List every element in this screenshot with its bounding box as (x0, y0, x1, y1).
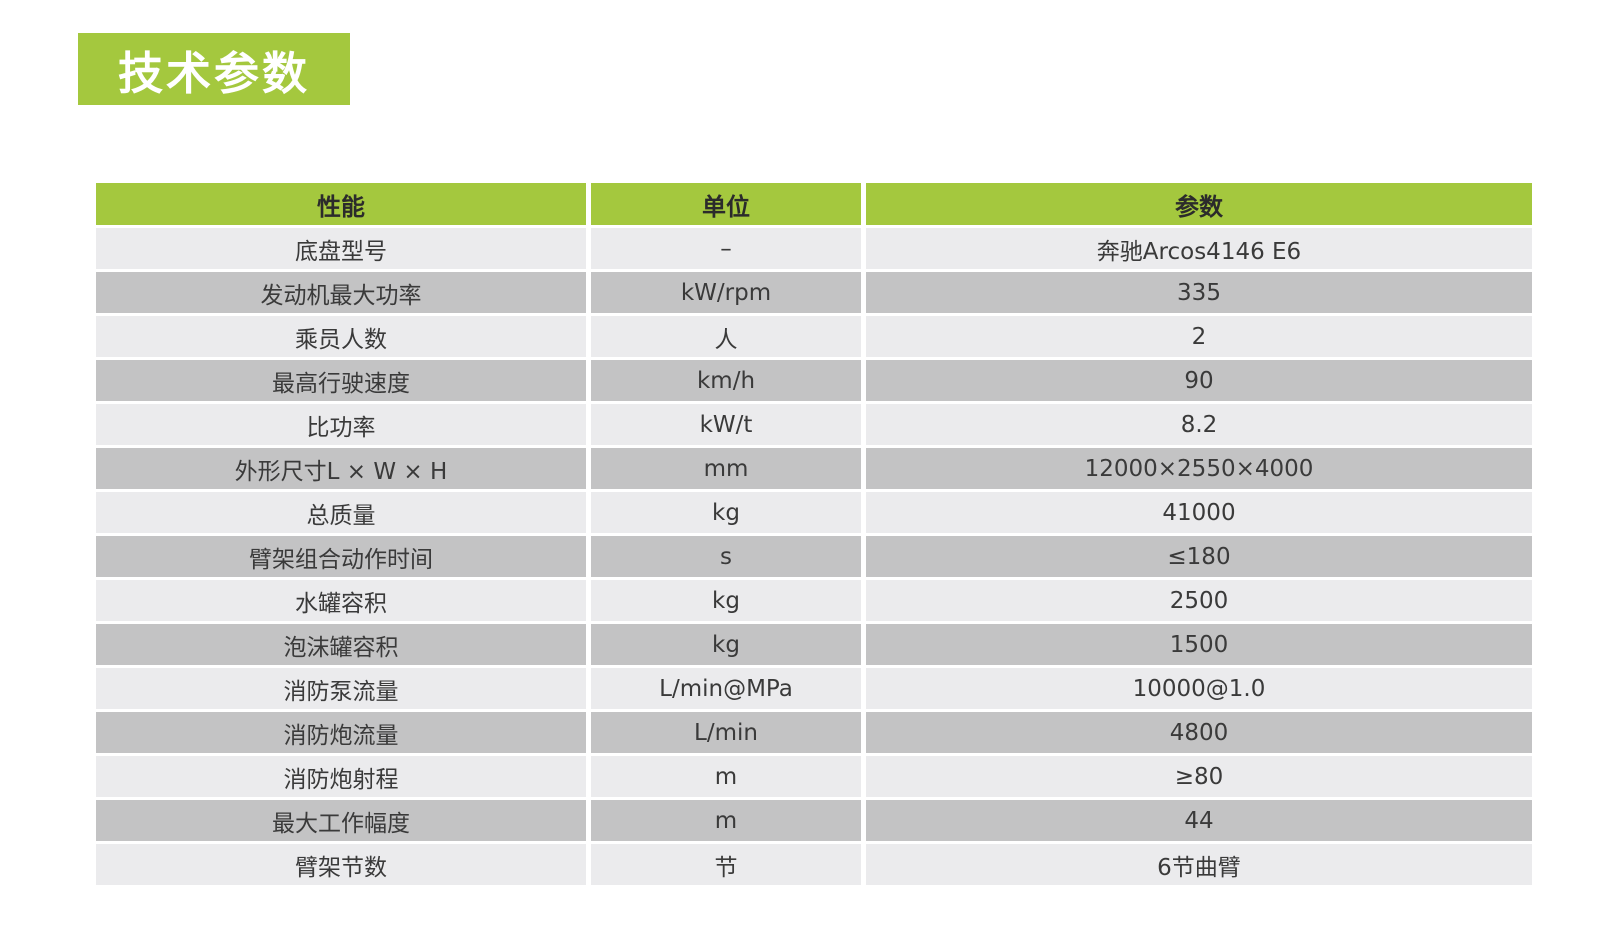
cell-performance: 总质量 (96, 492, 586, 533)
cell-parameter: 4800 (866, 712, 1532, 753)
cell-parameter: 8.2 (866, 404, 1532, 445)
cell-unit: kg (591, 624, 861, 665)
cell-parameter: 1500 (866, 624, 1532, 665)
cell-parameter: 41000 (866, 492, 1532, 533)
table-row: 消防炮流量 L/min 4800 (96, 712, 1532, 753)
table-header-row: 性能 单位 参数 (96, 183, 1532, 225)
cell-unit: s (591, 536, 861, 577)
cell-parameter: 2500 (866, 580, 1532, 621)
cell-unit: kW/t (591, 404, 861, 445)
cell-performance: 最高行驶速度 (96, 360, 586, 401)
table-row: 底盘型号 – 奔驰Arcos4146 E6 (96, 228, 1532, 269)
cell-unit: 节 (591, 844, 861, 885)
cell-parameter: 2 (866, 316, 1532, 357)
table-row: 臂架组合动作时间 s ≤180 (96, 536, 1532, 577)
table-row: 比功率 kW/t 8.2 (96, 404, 1532, 445)
cell-performance: 水罐容积 (96, 580, 586, 621)
cell-performance: 底盘型号 (96, 228, 586, 269)
cell-performance: 臂架组合动作时间 (96, 536, 586, 577)
cell-parameter: 44 (866, 800, 1532, 841)
cell-unit: L/min (591, 712, 861, 753)
cell-performance: 发动机最大功率 (96, 272, 586, 313)
page-title: 技术参数 (117, 46, 310, 100)
cell-parameter: 335 (866, 272, 1532, 313)
cell-performance: 最大工作幅度 (96, 800, 586, 841)
table-row: 最高行驶速度 km/h 90 (96, 360, 1532, 401)
cell-parameter: 90 (866, 360, 1532, 401)
cell-unit: kg (591, 492, 861, 533)
table-row: 泡沫罐容积 kg 1500 (96, 624, 1532, 665)
table-row: 乘员人数人 2 (96, 316, 1532, 357)
table-row: 最大工作幅度 m 44 (96, 800, 1532, 841)
cell-parameter: ≥80 (866, 756, 1532, 797)
cell-unit: kW/rpm (591, 272, 861, 313)
table-row: 总质量 kg 41000 (96, 492, 1532, 533)
cell-performance: 泡沫罐容积 (96, 624, 586, 665)
table-row: 水罐容积 kg 2500 (96, 580, 1532, 621)
cell-performance: 外形尺寸L × W × H (96, 448, 586, 489)
cell-unit: L/min@MPa (591, 668, 861, 709)
table-row: 臂架节数节 6节曲臂 (96, 844, 1532, 885)
cell-unit: – (591, 228, 861, 269)
cell-performance: 消防炮射程 (96, 756, 586, 797)
table-row: 消防炮射程 m ≥80 (96, 756, 1532, 797)
column-header-unit: 单位 (591, 183, 861, 225)
cell-unit: mm (591, 448, 861, 489)
cell-unit: m (591, 800, 861, 841)
spec-table: 性能 单位 参数 底盘型号 – 奔驰Arcos4146 E6 发动机最大功率 kW/rp… (96, 183, 1532, 885)
cell-unit: kg (591, 580, 861, 621)
cell-parameter: 6节曲臂 (866, 844, 1532, 885)
column-header-performance: 性能 (96, 183, 586, 225)
table-row: 发动机最大功率 kW/rpm 335 (96, 272, 1532, 313)
cell-parameter: 奔驰Arcos4146 E6 (866, 228, 1532, 269)
cell-parameter: 12000×2550×4000 (866, 448, 1532, 489)
cell-performance: 消防泵流量 (96, 668, 586, 709)
cell-parameter: 10000@1.0 (866, 668, 1532, 709)
column-header-parameter: 参数 (866, 183, 1532, 225)
cell-performance: 比功率 (96, 404, 586, 445)
page-title-badge: 技术参数 (78, 33, 350, 105)
cell-parameter: ≤180 (866, 536, 1532, 577)
cell-performance: 消防炮流量 (96, 712, 586, 753)
cell-performance: 臂架节数 (96, 844, 586, 885)
cell-unit: 人 (591, 316, 861, 357)
cell-unit: m (591, 756, 861, 797)
table-body: 底盘型号 – 奔驰Arcos4146 E6 发动机最大功率 kW/rpm 335 乘员人数人… (96, 228, 1532, 885)
cell-performance: 乘员人数 (96, 316, 586, 357)
table-row: 消防泵流量 L/min@MPa 10000@1.0 (96, 668, 1532, 709)
cell-unit: km/h (591, 360, 861, 401)
